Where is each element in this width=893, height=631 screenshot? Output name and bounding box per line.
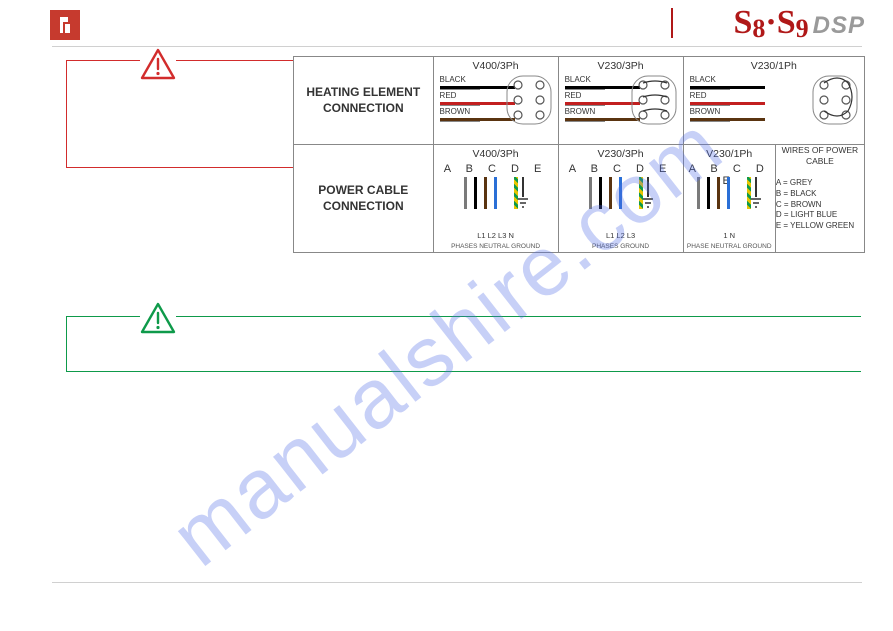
heating-variant-2: V230/1Ph BLACK RED BROWN <box>683 57 864 145</box>
heating-variant-1: V230/3Ph BLACK RED BROWN <box>558 57 683 145</box>
power-label: POWER CABLE CONNECTION <box>294 145 434 253</box>
wire-letters: A B C D E <box>434 163 558 175</box>
note-icon <box>140 302 176 334</box>
legend-row: B = BLACK <box>776 189 864 200</box>
heating-wires: BLACK RED BROWN <box>565 77 640 125</box>
wiring-diagram-table: HEATING ELEMENT CONNECTION V400/3Ph BLAC… <box>293 56 865 253</box>
model-b-letter: S <box>777 4 796 41</box>
heating-wires: BLACK RED BROWN <box>690 77 765 125</box>
model-suffix: DSP <box>813 12 865 39</box>
power-legend: WIRES OF POWER CABLE A = GREYB = BLACKC … <box>775 145 864 253</box>
legend-row: C = BROWN <box>776 200 864 211</box>
terminal-labels: L1 L2 L3 N <box>434 231 558 240</box>
warning-callout-red <box>66 60 294 168</box>
heating-wires: BLACK RED BROWN <box>440 77 515 125</box>
terminal-block-icon <box>631 75 677 125</box>
power-col-header: V230/3Ph <box>559 145 683 163</box>
logo-glyph-icon <box>56 15 74 35</box>
warning-triangle-red <box>140 48 176 80</box>
product-title: S8·S9 DSP <box>733 4 865 44</box>
wire-letters: A B C D E <box>559 163 683 175</box>
power-col-header: V230/1Ph <box>684 145 775 163</box>
legend-header: WIRES OF POWER CABLE <box>776 145 864 168</box>
power-wires <box>434 177 558 211</box>
legend-row: D = LIGHT BLUE <box>776 210 864 221</box>
terminal-sublabels: PHASES GROUND <box>559 243 683 250</box>
warning-icon <box>140 48 176 80</box>
heating-label: HEATING ELEMENT CONNECTION <box>294 57 434 145</box>
terminal-block-icon <box>506 75 552 125</box>
heating-variant-0: V400/3Ph BLACK RED BROWN <box>433 57 558 145</box>
terminal-sublabels: PHASE NEUTRAL GROUND <box>684 243 775 250</box>
power-variant-2: V230/1PhA B C D E 1 NPHASE NEUTRAL GROUN… <box>683 145 775 253</box>
power-col-header: V400/3Ph <box>434 145 558 163</box>
power-row: POWER CABLE CONNECTION V400/3PhA B C D E… <box>294 145 865 253</box>
legend-row: A = GREY <box>776 178 864 189</box>
legend-row: E = YELLOW GREEN <box>776 221 864 232</box>
title-separator <box>671 8 673 38</box>
heating-col-header: V230/3Ph <box>559 57 683 75</box>
power-variant-0: V400/3PhA B C D E L1 L2 L3 N PHASES NEUTR… <box>433 145 558 253</box>
terminal-labels: 1 N <box>684 231 775 240</box>
footer-rule <box>52 582 862 583</box>
power-label-text: POWER CABLE CONNECTION <box>318 183 408 213</box>
terminal-block-icon <box>812 75 858 125</box>
model-dot: · <box>765 4 776 41</box>
model-a-num: 8 <box>752 14 765 43</box>
note-callout-green <box>66 316 861 372</box>
terminal-sublabels: PHASES NEUTRAL GROUND <box>434 243 558 250</box>
page: S8·S9 DSP HEATING ELEMENT CONNECTION V40… <box>28 0 865 631</box>
power-variant-1: V230/3PhA B C D E L1 L2 L3 PHASES GROUND <box>558 145 683 253</box>
heating-row: HEATING ELEMENT CONNECTION V400/3Ph BLAC… <box>294 57 865 145</box>
model-b-num: 9 <box>796 14 809 43</box>
warning-triangle-green <box>140 302 176 334</box>
heating-col-header: V230/1Ph <box>684 57 864 75</box>
model-a-letter: S <box>733 4 752 41</box>
header-rule <box>52 46 862 47</box>
terminal-labels: L1 L2 L3 <box>559 231 683 240</box>
heating-col-header: V400/3Ph <box>434 57 558 75</box>
heating-label-text: HEATING ELEMENT CONNECTION <box>306 85 420 115</box>
legend-rows: A = GREYB = BLACKC = BROWND = LIGHT BLUE… <box>776 178 864 232</box>
brand-logo <box>50 10 80 40</box>
power-wires <box>684 177 775 211</box>
power-wires <box>559 177 683 211</box>
page-header: S8·S9 DSP <box>28 0 865 48</box>
